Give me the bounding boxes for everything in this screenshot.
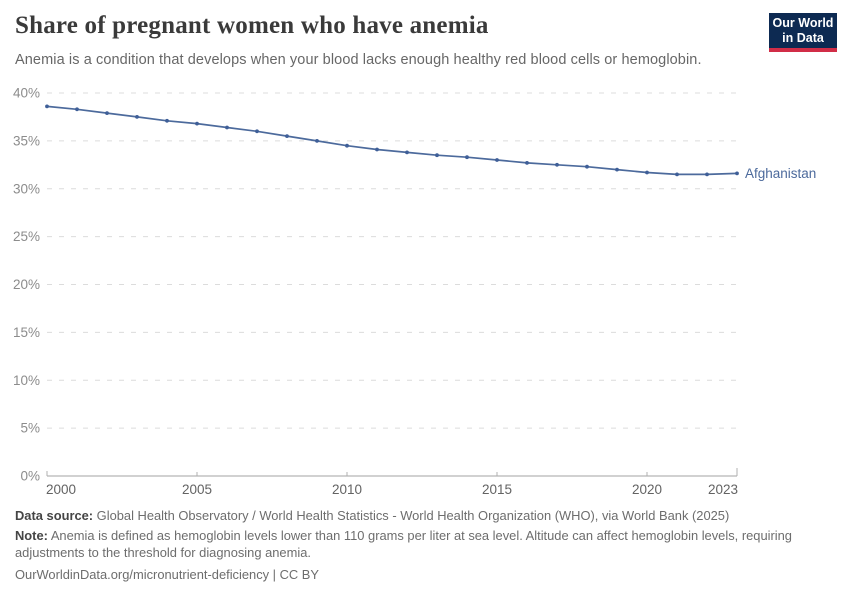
y-axis-label: 25% — [13, 229, 40, 244]
data-point — [195, 121, 199, 126]
chart-footer: Data source: Global Health Observatory /… — [15, 507, 823, 583]
data-point — [705, 172, 709, 177]
series-line — [46, 105, 738, 176]
entity-label: Afghanistan — [745, 166, 816, 181]
y-gridlines: 0% 5% 10% 15% 20% 25% 30% 35% 40% — [13, 86, 737, 484]
data-point — [615, 167, 619, 172]
data-point — [165, 118, 169, 123]
data-point — [435, 153, 439, 158]
x-axis-label: 2010 — [332, 482, 362, 497]
series-markers — [45, 104, 739, 177]
line-chart: 0% 5% 10% 15% 20% 25% 30% 35% 40% 2000 2005 2010 201… — [13, 86, 816, 498]
x-axis-label: 2005 — [182, 482, 212, 497]
y-axis-label: 35% — [13, 133, 40, 148]
chart-title: Share of pregnant women who have anemia — [15, 12, 489, 39]
data-point — [345, 143, 349, 148]
note-text: Anemia is defined as hemoglobin levels l… — [15, 527, 792, 561]
data-source-text: Global Health Observatory / World Health… — [93, 508, 730, 523]
data-point — [225, 125, 229, 130]
data-point — [75, 107, 79, 112]
data-point — [645, 170, 649, 175]
data-point — [555, 162, 559, 167]
data-point — [255, 129, 259, 134]
data-point — [495, 158, 499, 162]
x-axis-label: 2000 — [46, 482, 76, 497]
y-axis-label: 40% — [13, 86, 40, 101]
owid-logo-line1: Our World — [772, 16, 834, 30]
data-point — [675, 172, 679, 177]
y-axis-label: 30% — [13, 181, 40, 196]
chart-subtitle: Anemia is a condition that develops when… — [15, 52, 702, 68]
x-axis-label: 2020 — [632, 482, 662, 497]
data-point — [135, 115, 139, 119]
note-line: Note: Anemia is defined as hemoglobin le… — [15, 527, 823, 562]
data-point — [315, 139, 319, 143]
x-axis: 2000 2005 2010 2015 2020 2023 — [46, 468, 738, 497]
data-point — [405, 150, 409, 155]
x-axis-label: 2015 — [482, 482, 512, 497]
note-label: Note: — [15, 527, 48, 543]
data-point — [375, 147, 379, 152]
data-point — [105, 111, 109, 115]
owid-logo[interactable]: Our World in Data — [769, 13, 837, 52]
data-source-label: Data source: — [15, 508, 94, 523]
y-axis-label: 10% — [13, 373, 40, 388]
data-source-line: Data source: Global Health Observatory /… — [15, 507, 823, 525]
y-axis-label: 0% — [20, 469, 40, 484]
y-axis-label: 20% — [13, 277, 40, 292]
data-point — [45, 104, 49, 109]
data-point — [735, 171, 739, 176]
owid-logo-line2: in Data — [782, 31, 824, 45]
citation-link[interactable]: OurWorldinData.org/micronutrient-deficie… — [15, 566, 319, 582]
y-axis-label: 15% — [13, 325, 40, 340]
y-axis-label: 5% — [20, 421, 40, 436]
data-point — [585, 164, 589, 169]
data-point — [285, 134, 289, 138]
x-axis-label: 2023 — [708, 482, 738, 497]
data-point — [525, 161, 529, 165]
data-point — [465, 155, 469, 160]
